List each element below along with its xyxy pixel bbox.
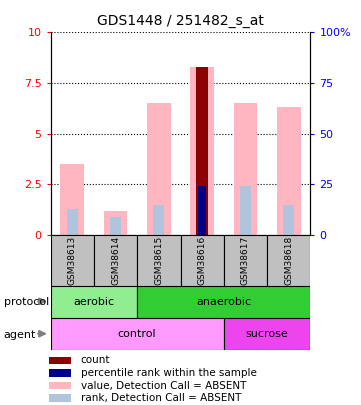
Text: GDS1448 / 251482_s_at: GDS1448 / 251482_s_at (97, 14, 264, 28)
Text: protocol: protocol (4, 297, 49, 307)
Text: value, Detection Call = ABSENT: value, Detection Call = ABSENT (81, 381, 246, 390)
Text: GSM38616: GSM38616 (198, 236, 206, 285)
FancyBboxPatch shape (51, 286, 137, 318)
FancyBboxPatch shape (224, 318, 310, 350)
FancyBboxPatch shape (94, 235, 137, 286)
Bar (197, 186, 208, 235)
Text: GSM38613: GSM38613 (68, 236, 77, 285)
FancyBboxPatch shape (51, 235, 94, 286)
Bar (153, 205, 164, 235)
FancyBboxPatch shape (224, 235, 267, 286)
Bar (283, 205, 294, 235)
Text: sucrose: sucrose (246, 329, 288, 339)
FancyBboxPatch shape (51, 318, 224, 350)
Text: GSM38614: GSM38614 (111, 236, 120, 285)
Bar (67, 209, 78, 235)
Bar (240, 186, 251, 235)
Text: aerobic: aerobic (73, 297, 114, 307)
Bar (277, 107, 301, 235)
Text: GSM38617: GSM38617 (241, 236, 250, 285)
Bar (147, 103, 171, 235)
Bar (234, 103, 257, 235)
Text: GSM38615: GSM38615 (155, 236, 163, 285)
FancyBboxPatch shape (137, 286, 310, 318)
Bar (49, 369, 71, 377)
Bar (60, 164, 84, 235)
Bar (110, 217, 121, 235)
Bar (196, 67, 208, 235)
Text: agent: agent (4, 330, 36, 339)
Text: percentile rank within the sample: percentile rank within the sample (81, 368, 256, 378)
FancyBboxPatch shape (137, 235, 180, 286)
Text: rank, Detection Call = ABSENT: rank, Detection Call = ABSENT (81, 393, 241, 403)
Bar (190, 67, 214, 235)
Bar (104, 211, 127, 235)
Bar (49, 394, 71, 402)
Bar (49, 382, 71, 389)
Bar (49, 356, 71, 364)
Bar (198, 186, 206, 235)
Text: GSM38618: GSM38618 (284, 236, 293, 285)
Text: count: count (81, 355, 110, 365)
Text: anaerobic: anaerobic (196, 297, 251, 307)
FancyBboxPatch shape (267, 235, 310, 286)
FancyBboxPatch shape (180, 235, 224, 286)
Text: control: control (118, 329, 156, 339)
